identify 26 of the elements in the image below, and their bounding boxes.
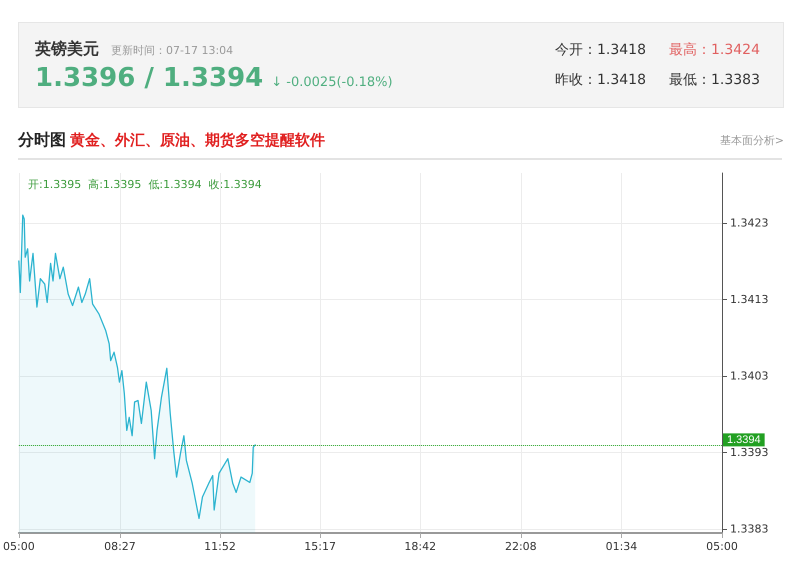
chart-title: 英镑美元 [35,39,99,60]
y-tick-label: 1.3383 [730,522,768,536]
x-tick-label: 22:08 [504,540,537,553]
annotation: 开:1.3395 高:1.3395 低:1.3394 收:1.3394 [28,178,262,191]
y-tick-label: 1.3403 [730,369,768,382]
y-tick-label: 1.3413 [730,292,768,306]
text: 最低：1.3383 [669,71,760,89]
y-tick-label: 1.3393 [730,446,768,460]
text: 分时图 [18,130,66,151]
x-tick-label: 05:00 [706,540,738,553]
x-tick-label: 01:34 [606,540,638,553]
ref-line-label: 1.3394 [727,434,761,446]
text: 最高：1.3424 [669,41,760,59]
x-tick-label: 15:17 [304,540,336,553]
chart-subtitle: 更新时间：07-17 13:04 [111,43,234,58]
x-tick-label: 18:42 [404,540,436,553]
x-tick-label: 05:00 [3,540,35,553]
text: 昨收：1.3418 [555,71,646,89]
text: 今开：1.3418 [555,41,646,59]
text: 基本面分析> [720,133,784,148]
text: 1.3396 / 1.3394 [35,63,264,93]
x-tick-label: 11:52 [204,540,236,553]
text: 黄金、外汇、原油、期货多空提醒软件 [70,131,325,150]
x-tick-label: 08:27 [104,540,136,553]
text: ↓ -0.0025(-0.18%) [271,75,393,90]
y-tick-label: 1.3423 [730,216,768,230]
